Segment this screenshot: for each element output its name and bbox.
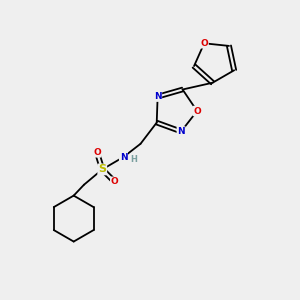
Text: O: O [193,106,201,116]
Text: N: N [120,152,127,161]
Text: H: H [130,155,137,164]
Text: O: O [93,148,101,157]
Text: N: N [177,127,185,136]
Text: O: O [111,177,119,186]
Text: O: O [200,39,208,48]
Text: N: N [154,92,161,101]
Text: S: S [98,164,106,174]
